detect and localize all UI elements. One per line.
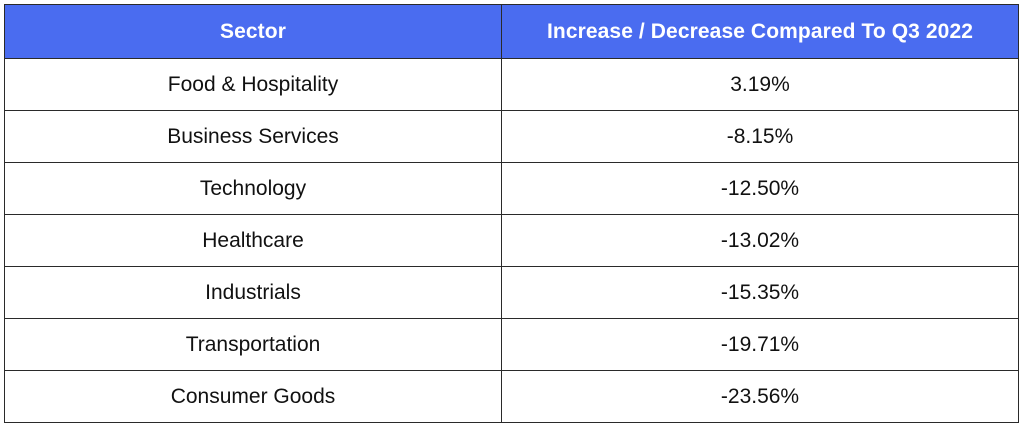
change-cell: -15.35% (501, 266, 1019, 319)
table-row: Transportation -19.71% (4, 318, 1019, 371)
table-row: Industrials -15.35% (4, 266, 1019, 319)
change-cell: -8.15% (501, 110, 1019, 163)
change-cell: -19.71% (501, 318, 1019, 371)
sector-cell: Healthcare (4, 214, 502, 267)
sector-cell: Food & Hospitality (4, 58, 502, 111)
header-sector: Sector (4, 4, 502, 59)
change-cell: -13.02% (501, 214, 1019, 267)
change-cell: -23.56% (501, 370, 1019, 423)
sector-cell: Consumer Goods (4, 370, 502, 423)
data-table-container: Sector Increase / Decrease Compared To Q… (4, 4, 1019, 423)
table-row: Healthcare -13.02% (4, 214, 1019, 267)
sector-change-table: Sector Increase / Decrease Compared To Q… (4, 4, 1019, 423)
sector-cell: Industrials (4, 266, 502, 319)
table-row: Technology -12.50% (4, 162, 1019, 215)
sector-cell: Transportation (4, 318, 502, 371)
table-header-row: Sector Increase / Decrease Compared To Q… (4, 4, 1019, 59)
change-cell: -12.50% (501, 162, 1019, 215)
table-row: Business Services -8.15% (4, 110, 1019, 163)
table-row: Consumer Goods -23.56% (4, 370, 1019, 423)
table-row: Food & Hospitality 3.19% (4, 58, 1019, 111)
header-change: Increase / Decrease Compared To Q3 2022 (501, 4, 1019, 59)
sector-cell: Business Services (4, 110, 502, 163)
change-cell: 3.19% (501, 58, 1019, 111)
sector-cell: Technology (4, 162, 502, 215)
